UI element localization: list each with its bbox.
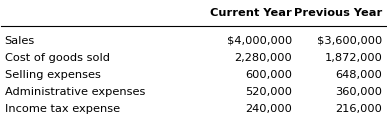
Text: 520,000: 520,000 — [245, 86, 292, 96]
Text: $4,000,000: $4,000,000 — [226, 35, 292, 45]
Text: Administrative expenses: Administrative expenses — [5, 86, 145, 96]
Text: Selling expenses: Selling expenses — [5, 69, 100, 79]
Text: $3,600,000: $3,600,000 — [317, 35, 382, 45]
Text: 648,000: 648,000 — [336, 69, 382, 79]
Text: Income tax expense: Income tax expense — [5, 104, 120, 113]
Text: 1,872,000: 1,872,000 — [325, 52, 382, 62]
Text: Previous Year: Previous Year — [294, 8, 382, 18]
Text: Cost of goods sold: Cost of goods sold — [5, 52, 110, 62]
Text: 2,280,000: 2,280,000 — [234, 52, 292, 62]
Text: 216,000: 216,000 — [336, 104, 382, 113]
Text: 600,000: 600,000 — [245, 69, 292, 79]
Text: 360,000: 360,000 — [336, 86, 382, 96]
Text: 240,000: 240,000 — [245, 104, 292, 113]
Text: Sales: Sales — [5, 35, 35, 45]
Text: Current Year: Current Year — [210, 8, 292, 18]
